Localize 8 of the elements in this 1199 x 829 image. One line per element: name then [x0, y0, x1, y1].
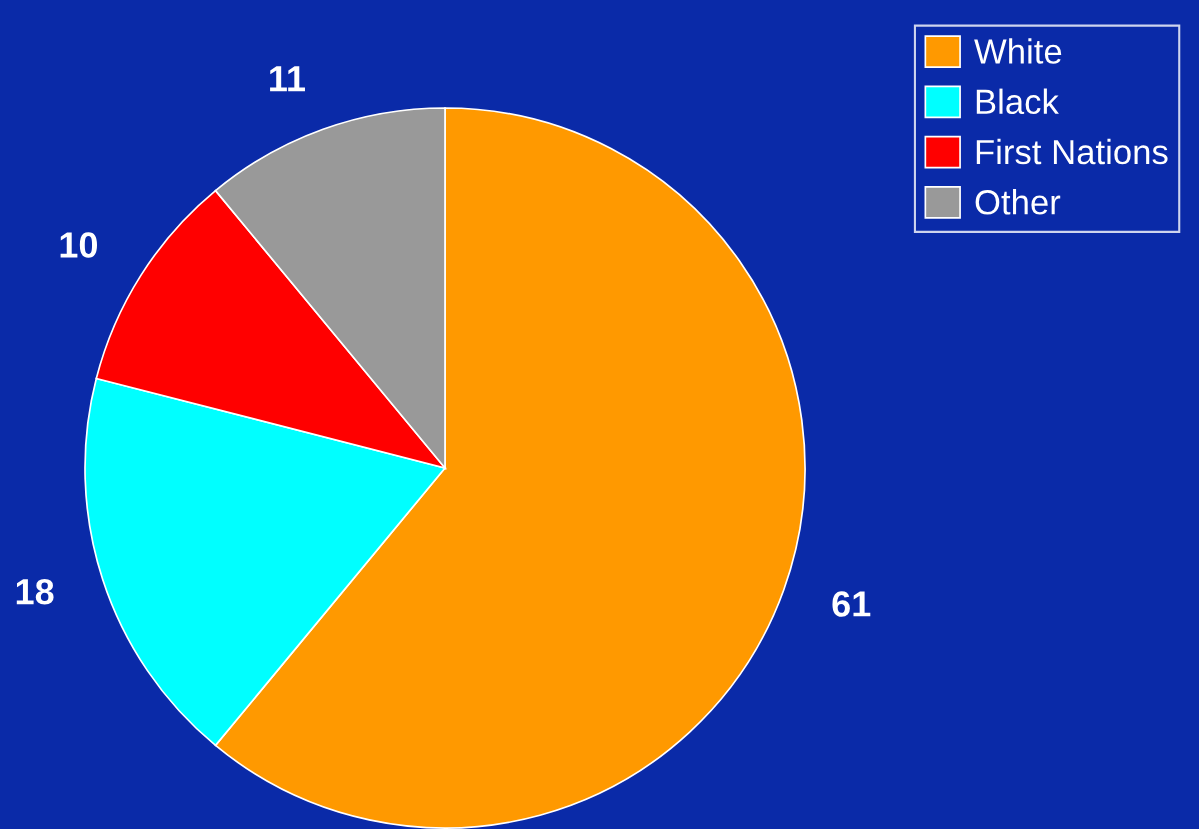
legend-label: Other [975, 189, 1061, 215]
data-label: 11 [270, 66, 305, 92]
data-label: 10 [60, 232, 98, 258]
data-label: 18 [16, 578, 54, 605]
legend-label: First Nations [976, 138, 1168, 165]
data-label: 61 [832, 591, 871, 617]
legend-label: White [974, 38, 1062, 64]
legend-label: Black [976, 88, 1059, 115]
